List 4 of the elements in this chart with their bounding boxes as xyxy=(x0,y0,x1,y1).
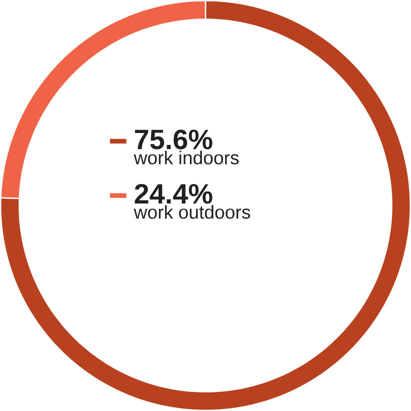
data-label: 24.4% xyxy=(134,184,212,204)
legend-label: work indoors xyxy=(134,150,239,164)
data-label: 75.6% xyxy=(135,130,212,150)
legend-label: work outdoors xyxy=(134,205,250,219)
